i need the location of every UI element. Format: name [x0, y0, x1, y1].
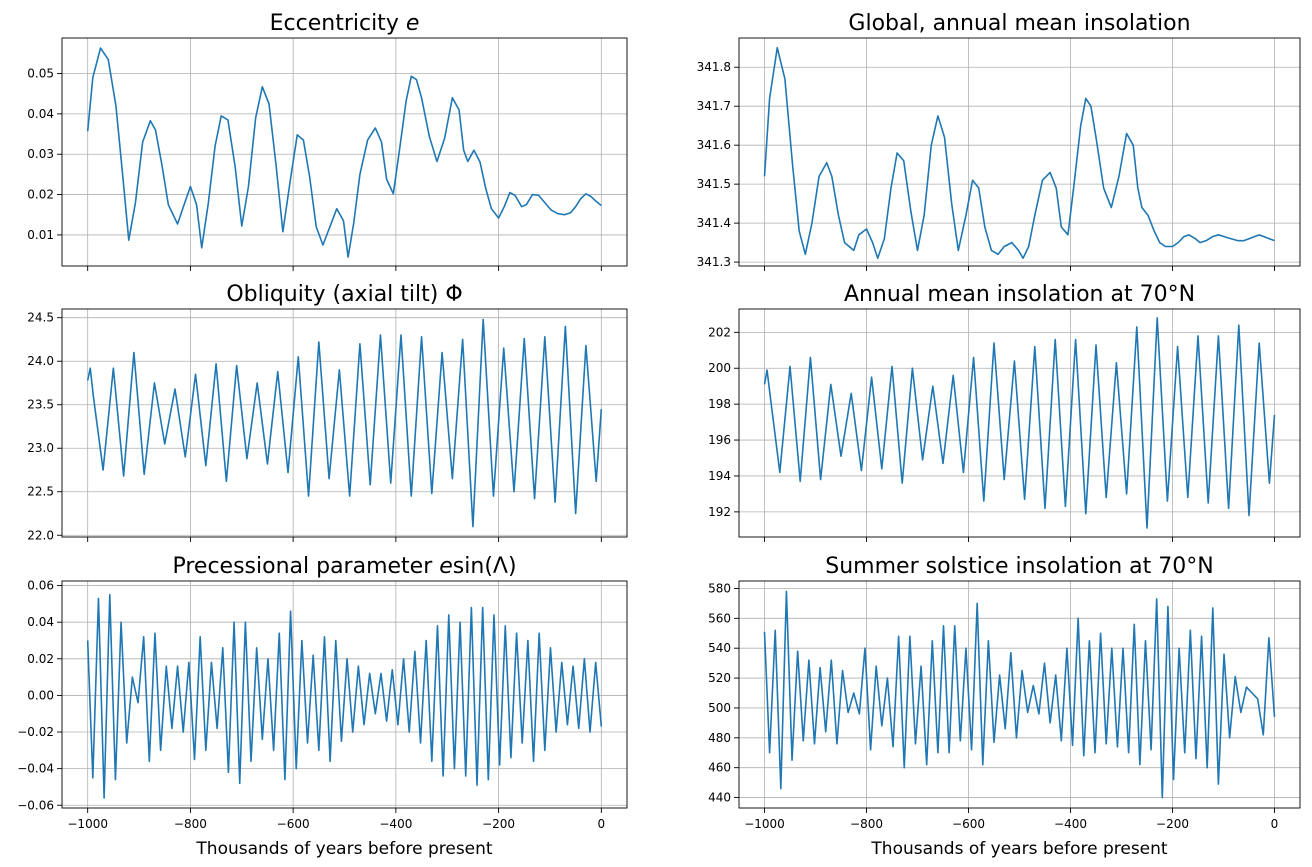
y-tick-label-5: 0.04: [27, 615, 54, 629]
subplot-5: −1000 −800 −600 −400 −200 0 −0.06 −0.04 −0.02 0.0…: [17, 554, 628, 859]
y-tick-label-0: 22.0: [27, 528, 54, 542]
y-tick-label-5: 202: [708, 325, 731, 339]
y-tick-label-7: 580: [708, 581, 731, 595]
chart-title: Annual mean insolation at 70°N: [844, 282, 1195, 307]
chart-title: Eccentricity e: [270, 11, 420, 36]
y-tick-label-4: 24.0: [27, 354, 54, 368]
series-line: [86, 593, 603, 799]
x-axis-label: Thousands of years before present: [870, 839, 1167, 859]
x-axis-label: Thousands of years before present: [195, 839, 492, 859]
y-tick-label-3: 198: [708, 397, 731, 411]
x-tick-label-5: 0: [1271, 817, 1279, 831]
y-tick-label-1: −0.04: [17, 762, 54, 776]
chart-title: Summer solstice insolation at 70°N: [825, 554, 1213, 579]
subplot-4: 192 194 196 198 200 202 Annual mean insolation…: [708, 282, 1301, 542]
axes-frame: [61, 308, 628, 538]
subplot-6: −1000 −800 −600 −400 −200 0 440 460 480 500 520 540…: [708, 554, 1301, 859]
y-tick-label-0: −0.06: [17, 798, 54, 812]
axes-frame: [738, 37, 1301, 267]
axes-frame: [738, 580, 1301, 809]
x-tick-label-2: −600: [952, 817, 985, 831]
y-tick-label-6: 0.06: [27, 579, 54, 593]
axes-frame: [61, 37, 628, 267]
y-tick-label-1: 341.4: [697, 216, 731, 230]
chart-title: Obliquity (axial tilt) Φ: [226, 282, 462, 307]
y-tick-label-1: 460: [708, 761, 731, 775]
y-tick-label-4: 520: [708, 671, 731, 685]
y-tick-label-2: 196: [708, 433, 731, 447]
y-tick-label-3: 500: [708, 701, 731, 715]
x-tick-label-3: −400: [379, 817, 412, 831]
y-tick-label-2: 0.03: [27, 147, 54, 161]
y-tick-label-0: 341.3: [697, 255, 731, 269]
y-tick-label-3: 0.04: [27, 107, 54, 121]
x-tick-label-4: −200: [1156, 817, 1189, 831]
y-tick-label-5: 540: [708, 641, 731, 655]
x-tick-label-5: 0: [597, 817, 605, 831]
x-tick-label-0: −1000: [744, 817, 785, 831]
y-tick-label-3: 341.6: [697, 138, 731, 152]
series-line: [763, 317, 1276, 529]
y-tick-label-0: 440: [708, 791, 731, 805]
y-tick-label-0: 0.01: [27, 228, 54, 242]
series-line: [763, 46, 1275, 260]
y-tick-label-3: 23.5: [27, 398, 54, 412]
x-tick-label-1: −800: [174, 817, 207, 831]
y-tick-label-1: 194: [708, 469, 731, 483]
series-line: [763, 590, 1276, 799]
y-tick-label-5: 24.5: [27, 311, 54, 325]
y-tick-label-2: 23.0: [27, 441, 54, 455]
y-tick-label-4: 0.05: [27, 67, 54, 81]
y-tick-label-0: 192: [708, 505, 731, 519]
x-tick-label-1: −800: [850, 817, 883, 831]
chart-title: Global, annual mean insolation: [848, 11, 1190, 36]
x-tick-label-3: −400: [1054, 817, 1087, 831]
subplot-3: 22.0 22.5 23.0 23.5 24.0 24.5 Obliquity (axial…: [27, 282, 628, 542]
axes-frame: [61, 580, 628, 809]
series-line: [86, 318, 603, 528]
x-tick-label-2: −600: [277, 817, 310, 831]
y-tick-label-2: 341.5: [697, 177, 731, 191]
y-tick-label-4: 0.02: [27, 652, 54, 666]
y-tick-label-6: 560: [708, 611, 731, 625]
y-tick-label-2: −0.02: [17, 725, 54, 739]
y-tick-label-4: 200: [708, 361, 731, 375]
axes-frame: [738, 308, 1301, 538]
subplot-1: 0.01 0.02 0.03 0.04 0.05 Eccentricity e: [27, 11, 628, 271]
subplot-2: 341.3 341.4 341.5 341.6 341.7 341.8 Global, an…: [697, 11, 1301, 271]
y-tick-label-4: 341.7: [697, 99, 731, 113]
series-line: [86, 47, 602, 258]
y-tick-label-3: 0.00: [27, 688, 54, 702]
x-tick-label-4: −200: [482, 817, 515, 831]
y-tick-label-2: 480: [708, 731, 731, 745]
y-tick-label-1: 0.02: [27, 188, 54, 202]
x-tick-label-0: −1000: [67, 817, 108, 831]
y-tick-label-1: 22.5: [27, 485, 54, 499]
y-tick-label-5: 341.8: [697, 60, 731, 74]
chart-title: Precessional parameter esin(Λ): [172, 554, 516, 579]
